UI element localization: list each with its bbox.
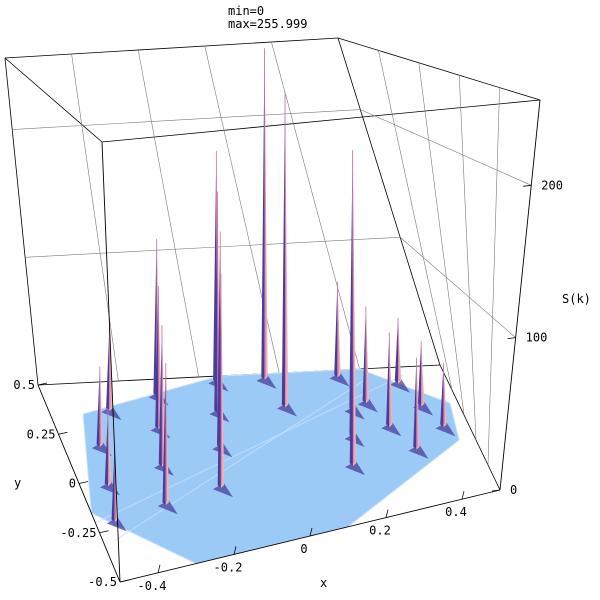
y-tick-line (58, 431, 68, 435)
z-tick-line (491, 489, 501, 492)
peak-mark (408, 357, 429, 459)
y-tick-label: -0.5 (88, 575, 117, 589)
y-tick-line (37, 382, 48, 386)
z-axis-title: S(k) (562, 292, 591, 306)
x-tick-line (233, 546, 237, 555)
peak-mark (381, 332, 402, 437)
y-tick-label: 0.5 (13, 378, 35, 392)
z-tick-label: 200 (541, 178, 563, 192)
peak-mark (212, 273, 233, 498)
y-tick-line (99, 530, 109, 534)
x-tick-line (385, 509, 389, 518)
peak-mark (256, 48, 277, 389)
z-tick-label: 0 (510, 483, 517, 497)
x-tick-line (461, 491, 465, 500)
z-tick-line (523, 184, 532, 187)
back-wall-grid (12, 41, 532, 466)
peak-mark (344, 228, 365, 476)
x-tick-label: 0.2 (369, 524, 391, 538)
x-tick-line (157, 564, 161, 573)
x-tick-label: -0.4 (138, 579, 167, 593)
y-tick-line (78, 481, 89, 484)
min-label: min=0 (228, 4, 265, 18)
y-tick-label: 0.25 (27, 427, 56, 441)
peak-mark (277, 92, 298, 417)
peak-mark (413, 341, 434, 416)
x-axis-title: x (320, 576, 328, 590)
peak-mark (390, 318, 411, 393)
y-axis-title: y (14, 476, 22, 490)
max-label: max=255.999 (228, 17, 308, 31)
x-axis: -0.4 -0.2 0 0.2 0.4 (138, 491, 467, 593)
x-tick-label: 0 (300, 542, 307, 556)
peaks (91, 48, 456, 532)
peak-mark (357, 306, 378, 413)
peak-mark (435, 363, 456, 437)
x-tick-label: 0.4 (445, 505, 467, 519)
x-tick-line (309, 527, 313, 537)
range-label: min=0 max=255.999 (228, 5, 307, 31)
peak-mark (157, 363, 178, 515)
x-tick-label: -0.2 (214, 560, 243, 574)
box-back-edges (4, 37, 541, 491)
peak-mark (329, 281, 350, 387)
z-tick-line (507, 337, 516, 340)
base-surface (82, 368, 460, 565)
z-axis: 0 100 200 (491, 178, 563, 497)
y-axis: -0.5 -0.25 0 0.25 0.5 (13, 378, 130, 589)
y-tick-label: -0.25 (60, 526, 96, 540)
z-tick-label: 100 (526, 331, 548, 345)
y-tick-label: 0 (69, 477, 76, 491)
y-tick-line (119, 579, 130, 583)
